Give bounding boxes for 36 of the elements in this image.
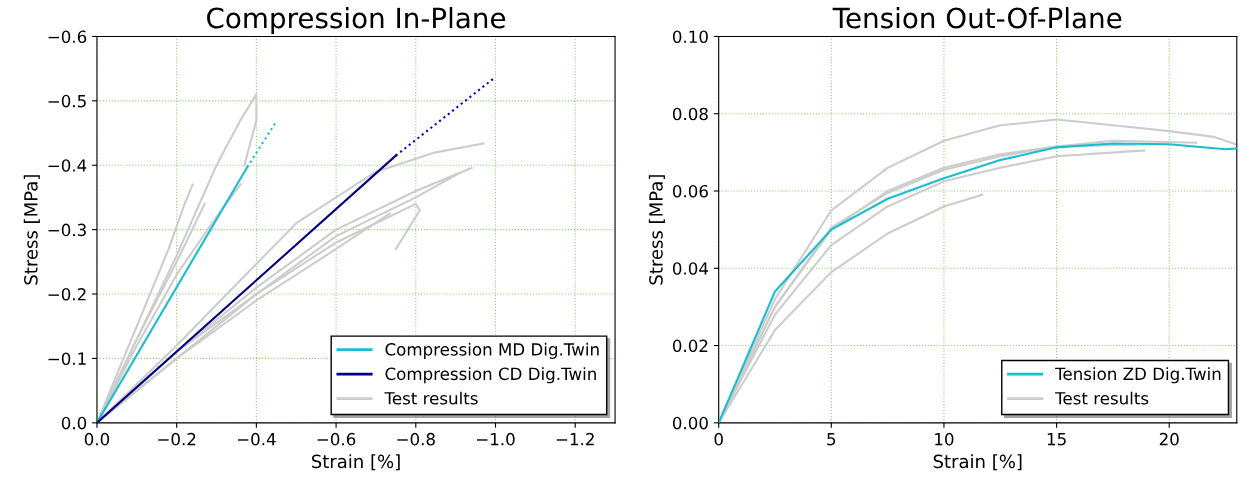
y-tick-label: 0.08: [672, 107, 708, 121]
y-tick-label: −0.5: [48, 94, 86, 108]
x-tick-label: −0.8: [397, 432, 435, 446]
legend-label: Test results: [1055, 391, 1149, 405]
chart-title: Tension Out-Of-Plane: [832, 7, 1122, 29]
x-tick-label: 20: [1159, 432, 1179, 446]
x-tick-label: −0.2: [158, 432, 196, 446]
x-axis-title: Strain [%]: [933, 454, 1022, 471]
y-tick-label: 0.10: [672, 30, 708, 44]
y-axis-title: Stress [MPa]: [23, 175, 40, 285]
y-tick-label: 0.06: [672, 184, 708, 198]
chart-title: Compression In-Plane: [207, 7, 506, 34]
y-tick-label: −0.1: [48, 352, 86, 365]
x-tick-label: 0: [714, 432, 723, 446]
x-tick-label: 0.0: [84, 432, 110, 446]
x-axis-title: Strain [%]: [311, 454, 400, 471]
x-tick-label: −0.4: [237, 432, 276, 446]
x-tick-label: 15: [1047, 433, 1066, 446]
x-tick-label: 5: [827, 433, 836, 446]
y-tick-label: 0.04: [672, 262, 709, 275]
x-tick-label: −0.6: [317, 432, 356, 446]
legend-label: Tension ZD Dig.Twin: [1055, 367, 1221, 384]
x-tick-label: −1.0: [477, 432, 515, 446]
legend-label: Compression CD Dig.Twin: [385, 367, 596, 384]
y-tick-label: −0.6: [48, 30, 87, 44]
y-axis-title: Stress [MPa]: [648, 175, 665, 285]
x-tick-label: 10: [935, 432, 954, 446]
legend-label: Compression MD Dig.Twin: [385, 342, 599, 359]
y-tick-label: −0.3: [48, 223, 86, 237]
y-tick-label: −0.4: [48, 159, 87, 172]
y-tick-label: −0.2: [48, 287, 86, 301]
y-tick-label: 0.02: [672, 339, 708, 353]
x-tick-label: −1.2: [556, 432, 594, 446]
y-tick-label: 0.00: [672, 416, 708, 430]
y-tick-label: 0.0: [61, 416, 87, 430]
legend-label: Test results: [384, 391, 478, 405]
